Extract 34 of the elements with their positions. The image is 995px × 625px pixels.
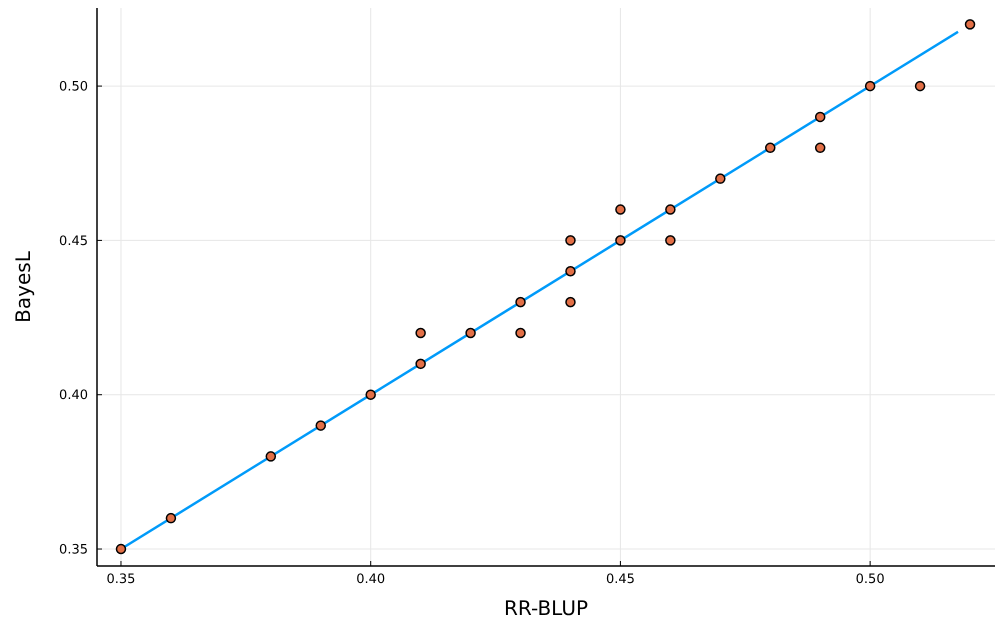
point xyxy=(665,204,676,215)
point xyxy=(715,173,726,184)
point xyxy=(814,142,826,154)
point xyxy=(266,451,276,462)
point xyxy=(316,420,326,431)
x-tick-label: 0.40 xyxy=(356,572,386,587)
point xyxy=(615,204,626,215)
y-tick-label: 0.45 xyxy=(59,234,88,249)
point xyxy=(515,296,526,308)
point xyxy=(515,328,526,338)
x-axis-title: RR-BLUP xyxy=(504,596,588,620)
x-tick-label: 0.35 xyxy=(106,572,136,587)
point xyxy=(814,112,826,122)
x-tick-label: 0.50 xyxy=(856,572,885,587)
point xyxy=(665,235,676,246)
point xyxy=(914,80,926,92)
point xyxy=(615,235,626,246)
point xyxy=(365,389,376,400)
point xyxy=(166,512,176,524)
point xyxy=(565,235,576,246)
point xyxy=(465,328,476,338)
point xyxy=(116,544,126,554)
point xyxy=(565,296,576,308)
point xyxy=(415,358,426,370)
point xyxy=(565,266,576,277)
y-tick-label: 0.40 xyxy=(59,388,88,404)
y-tick-label: 0.35 xyxy=(59,542,88,558)
y-axis-title: BayesL xyxy=(11,250,35,323)
point xyxy=(864,80,876,92)
point xyxy=(415,328,426,338)
y-tick-label: 0.50 xyxy=(59,80,88,95)
point xyxy=(765,142,776,154)
x-tick-label: 0.45 xyxy=(606,572,635,587)
point xyxy=(964,19,976,30)
